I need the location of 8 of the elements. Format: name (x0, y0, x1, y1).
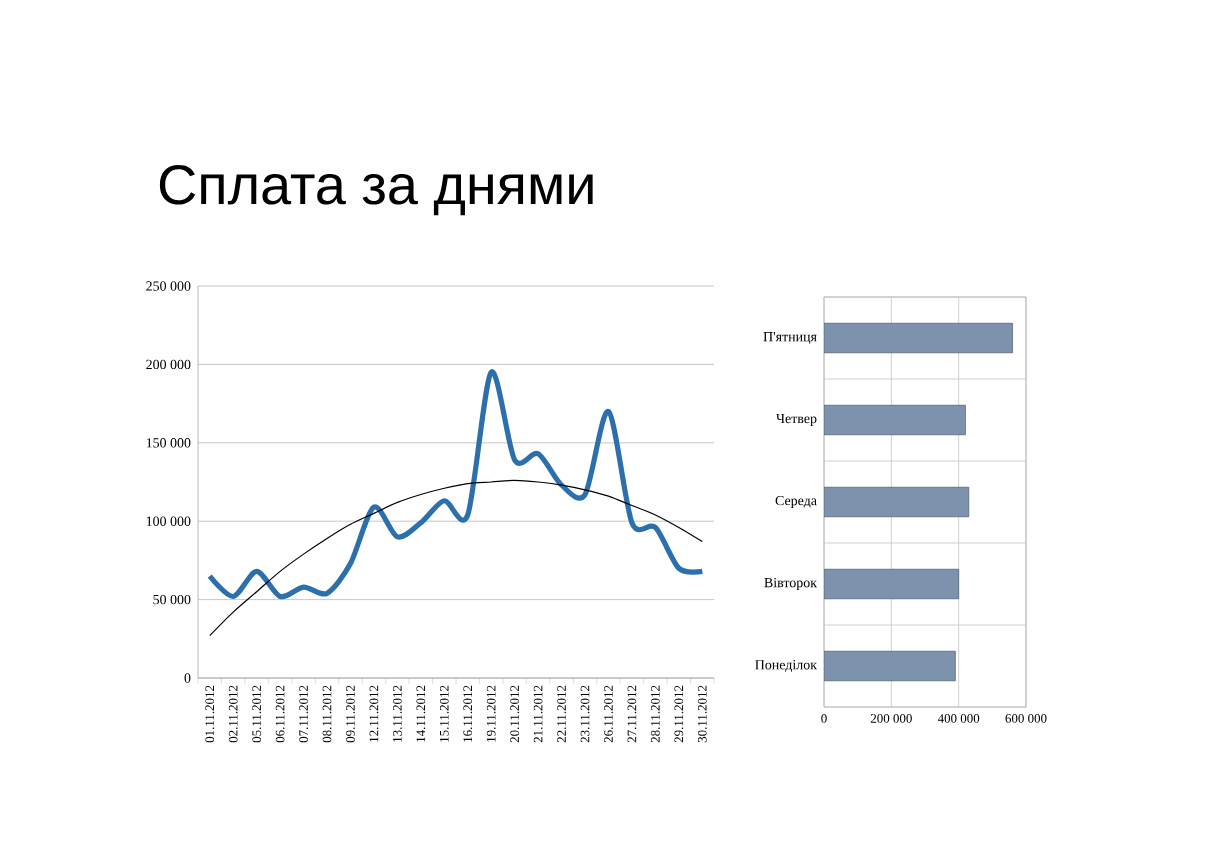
bar (824, 486, 970, 518)
line-series (209, 479, 703, 637)
bar (824, 404, 966, 436)
bar (824, 322, 1013, 354)
line-series (207, 369, 705, 600)
bar (824, 650, 956, 682)
bar (824, 568, 960, 600)
chart-title: Сплата за днями (159, 165, 593, 216)
